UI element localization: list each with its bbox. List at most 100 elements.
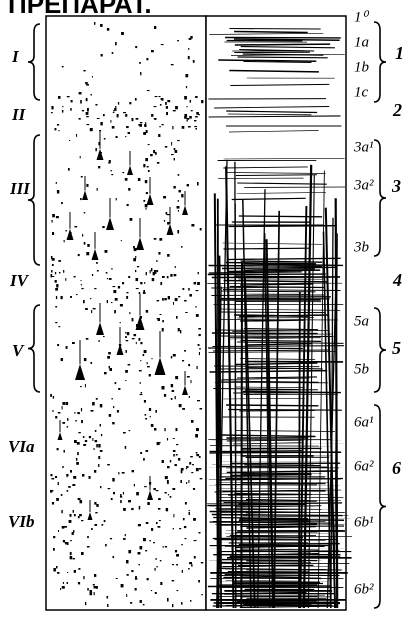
cell-dot bbox=[55, 416, 58, 419]
cell-dot bbox=[117, 102, 120, 105]
cell-dot bbox=[115, 198, 117, 201]
cell-dot bbox=[181, 126, 185, 129]
cell-dot bbox=[186, 466, 189, 468]
cell-dot bbox=[110, 120, 112, 123]
fiber bbox=[239, 605, 338, 609]
cell-dot bbox=[177, 174, 180, 176]
cell-dot bbox=[137, 552, 141, 555]
cell-dot bbox=[73, 570, 76, 573]
cell-dot bbox=[131, 570, 134, 573]
cell-dot bbox=[70, 108, 72, 111]
cell-dot bbox=[124, 178, 128, 181]
cell-dot bbox=[188, 48, 190, 50]
cell-dot bbox=[143, 458, 145, 461]
cell-dot bbox=[68, 168, 70, 171]
cell-dot bbox=[94, 574, 97, 577]
cell-dot bbox=[156, 260, 158, 262]
cell-dot bbox=[134, 588, 137, 591]
cell-dot bbox=[140, 342, 143, 345]
cell-dot bbox=[145, 550, 148, 552]
cell-dot bbox=[161, 98, 164, 101]
cell-dot bbox=[114, 108, 117, 111]
cell-dot bbox=[89, 592, 93, 596]
cell-dot bbox=[135, 118, 139, 120]
cell-dot bbox=[180, 470, 183, 474]
cell-dot bbox=[176, 316, 178, 319]
fiber bbox=[244, 342, 313, 346]
cell-dot bbox=[66, 582, 68, 584]
right-sublayer-label: 5b bbox=[354, 361, 370, 377]
cell-dot bbox=[108, 162, 111, 164]
cell-dot bbox=[173, 274, 177, 277]
cell-dot bbox=[178, 458, 181, 461]
cell-dot bbox=[52, 214, 55, 218]
cell-dot bbox=[83, 212, 86, 214]
fiber bbox=[240, 45, 335, 49]
cell-dot bbox=[143, 132, 147, 135]
cell-dot bbox=[195, 116, 198, 118]
cell-dot bbox=[109, 538, 113, 540]
fiber bbox=[208, 347, 303, 350]
pyramidal-cell bbox=[146, 193, 154, 205]
cell-dot bbox=[98, 166, 101, 169]
cell-dot bbox=[89, 128, 93, 132]
dense-plexus bbox=[226, 557, 352, 559]
cell-dot bbox=[126, 292, 129, 294]
cell-dot bbox=[51, 258, 55, 261]
cell-dot bbox=[119, 304, 123, 307]
cell-dot bbox=[196, 428, 199, 432]
cell-dot bbox=[193, 282, 197, 285]
cell-dot bbox=[53, 536, 56, 539]
cell-dot bbox=[52, 396, 55, 399]
fiber bbox=[235, 174, 317, 176]
cell-dot bbox=[191, 420, 194, 423]
right-sublayer-label: 6b¹ bbox=[354, 514, 374, 530]
cell-dot bbox=[129, 312, 131, 315]
cell-dot bbox=[199, 478, 203, 480]
cell-dot bbox=[189, 116, 192, 119]
cell-dot bbox=[163, 196, 166, 199]
fibers bbox=[207, 27, 353, 609]
cell-dot bbox=[115, 578, 118, 579]
cell-dot bbox=[170, 356, 173, 359]
cell-dot bbox=[121, 32, 124, 35]
pyramidal-cell bbox=[96, 148, 104, 160]
cell-dot bbox=[73, 530, 75, 533]
fiber bbox=[231, 197, 306, 201]
fiber bbox=[228, 130, 319, 133]
fiber bbox=[229, 69, 319, 73]
left-brace bbox=[27, 304, 41, 393]
cell-dot bbox=[166, 276, 169, 279]
right-layer-label: 6 bbox=[392, 458, 401, 478]
cell-dot bbox=[156, 318, 160, 320]
cell-dot bbox=[86, 184, 89, 187]
cell-dot bbox=[125, 340, 129, 342]
cell-dot bbox=[99, 130, 102, 132]
right-sublayer-label: 1⁰ bbox=[354, 9, 370, 25]
cell-dot bbox=[112, 422, 115, 425]
cell-dot bbox=[195, 314, 199, 317]
fiber bbox=[235, 430, 335, 432]
dense-plexus bbox=[216, 500, 342, 501]
cell-dot bbox=[160, 282, 163, 286]
cell-dot bbox=[123, 112, 127, 114]
cell-dot bbox=[172, 604, 174, 608]
cell-dot bbox=[180, 330, 182, 334]
cell-dot bbox=[52, 232, 55, 235]
fiber bbox=[239, 518, 345, 521]
fiber bbox=[226, 439, 303, 442]
cell-dot bbox=[128, 550, 132, 554]
dense-plexus bbox=[210, 599, 347, 601]
dense-plexus bbox=[222, 491, 326, 492]
fiber bbox=[237, 56, 328, 59]
radial-fiber bbox=[330, 217, 334, 609]
cell-dot bbox=[114, 382, 117, 385]
cell-dot bbox=[153, 542, 155, 544]
cell-dot bbox=[146, 362, 148, 365]
left-brace bbox=[27, 134, 41, 266]
left-layer-label: I bbox=[11, 47, 20, 66]
cell-dot bbox=[100, 434, 103, 437]
cell-dot bbox=[157, 526, 161, 528]
cell-dot bbox=[154, 568, 156, 571]
cell-dot bbox=[127, 132, 130, 134]
